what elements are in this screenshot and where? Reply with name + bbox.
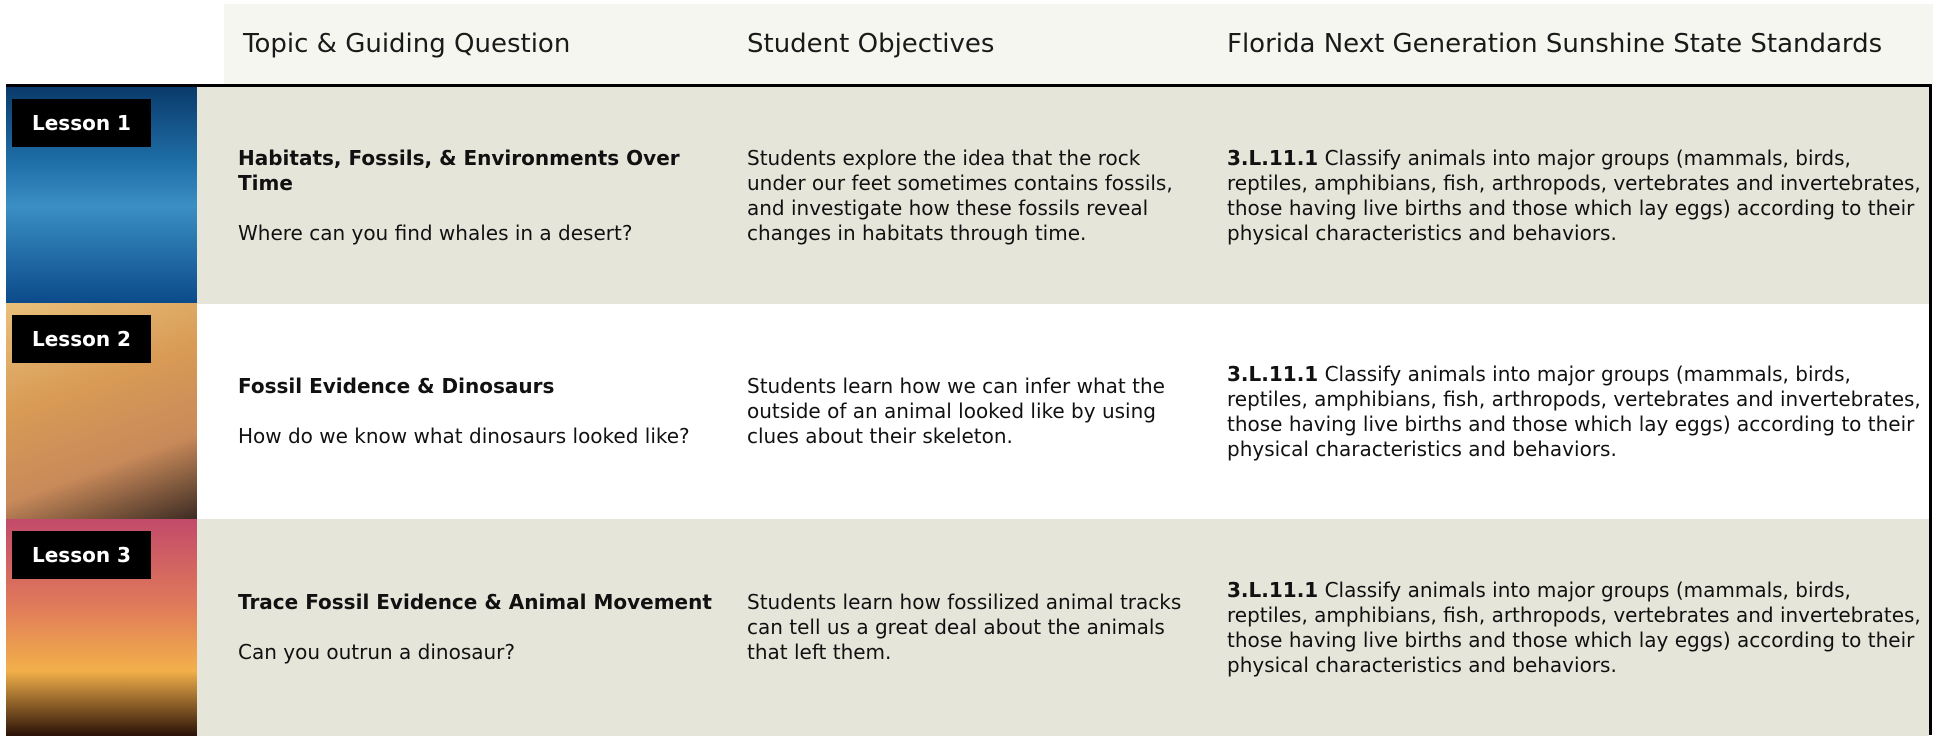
objective-cell: Students explore the idea that the rock … <box>747 87 1202 304</box>
standard-text: Classify animals into major groups (mamm… <box>1227 145 1921 245</box>
standard-cell: 3.L.11.1 Classify animals into major gro… <box>1227 303 1927 520</box>
topic-cell: Habitats, Fossils, & Environments Over T… <box>238 87 728 304</box>
standard-cell: 3.L.11.1 Classify animals into major gro… <box>1227 87 1927 304</box>
lesson-label: Lesson 2 <box>12 315 151 363</box>
standard-code: 3.L.11.1 <box>1227 361 1319 386</box>
lesson-label: Lesson 3 <box>12 531 151 579</box>
table-row: Lesson 3 Trace Fossil Evidence & Animal M… <box>6 519 1929 736</box>
topic-title: Habitats, Fossils, & Environments Over T… <box>238 145 680 195</box>
border <box>1929 84 1932 735</box>
topic-title: Fossil Evidence & Dinosaurs <box>238 374 555 398</box>
objective-cell: Students learn how fossilized animal tra… <box>747 519 1202 736</box>
column-header: Topic & Guiding Question <box>243 29 571 59</box>
table-row: Lesson 1 Habitats, Fossils, & Environment… <box>6 87 1929 304</box>
standard: 3.L.11.1 Classify animals into major gro… <box>1227 578 1927 678</box>
standard-cell: 3.L.11.1 Classify animals into major gro… <box>1227 519 1927 736</box>
lesson-label: Lesson 1 <box>12 99 151 147</box>
standard-text: Classify animals into major groups (mamm… <box>1227 361 1921 461</box>
column-header: Florida Next Generation Sunshine State S… <box>1227 29 1883 59</box>
objective-text: Students learn how fossilized animal tra… <box>747 590 1182 664</box>
standard-text: Classify animals into major groups (mamm… <box>1227 577 1921 677</box>
guiding-question: Where can you find whales in a desert? <box>238 220 633 245</box>
objective-text: Students learn how we can infer what the… <box>747 374 1165 448</box>
table-row: Lesson 2 Fossil Evidence & Dinosaurs How d… <box>6 303 1929 520</box>
guiding-question: Can you outrun a dinosaur? <box>238 640 516 664</box>
standard-code: 3.L.11.1 <box>1227 145 1319 170</box>
standard: 3.L.11.1 Classify animals into major gro… <box>1227 146 1927 246</box>
standard: 3.L.11.1 Classify animals into major gro… <box>1227 362 1927 462</box>
objective-text: Students explore the idea that the rock … <box>747 145 1173 245</box>
column-header: Student Objectives <box>747 29 995 59</box>
border <box>6 84 1931 87</box>
standard-code: 3.L.11.1 <box>1227 577 1319 602</box>
objective-cell: Students learn how we can infer what the… <box>747 303 1202 520</box>
topic-cell: Fossil Evidence & Dinosaurs How do we kno… <box>238 303 728 520</box>
header-bar <box>224 4 1933 85</box>
topic-title: Trace Fossil Evidence & Animal Movement <box>238 590 712 614</box>
guiding-question: How do we know what dinosaurs looked lik… <box>238 424 690 448</box>
topic-cell: Trace Fossil Evidence & Animal Movement C… <box>238 519 728 736</box>
